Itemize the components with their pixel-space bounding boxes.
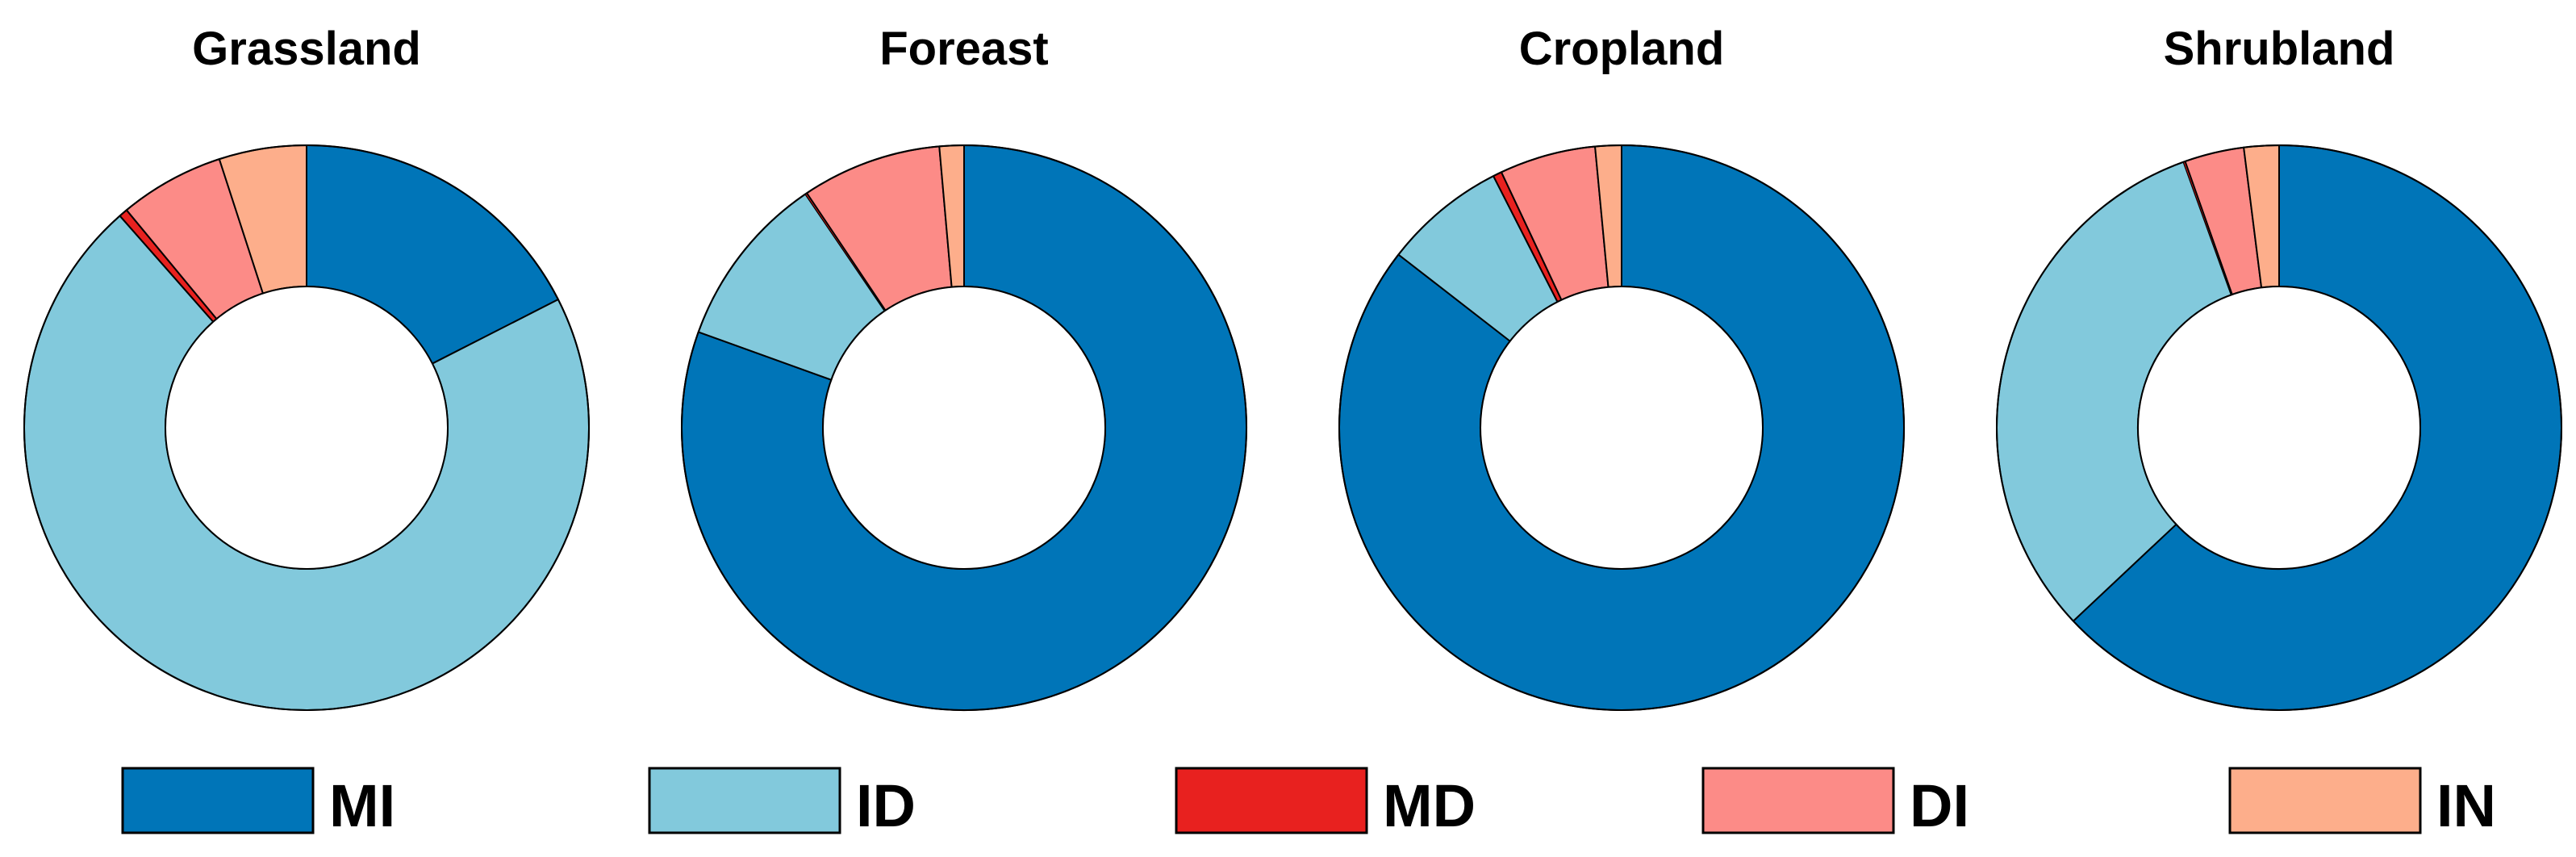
legend-swatch-mi	[121, 767, 315, 834]
donut-outer-ring-shrubland	[1996, 144, 2562, 711]
donut-outer-ring-foreast	[681, 144, 1247, 711]
legend-item-id: ID	[648, 767, 916, 839]
legend-label-id: ID	[856, 772, 916, 839]
donut-hole-shrubland	[2137, 286, 2421, 570]
chart-title-foreast: Foreast	[879, 23, 1049, 75]
legend-label-md: MD	[1383, 772, 1476, 839]
legend-label-di: DI	[1910, 772, 1969, 839]
legend-item-mi: MI	[121, 767, 395, 839]
donut-chart-cropland: Cropland	[1338, 23, 1905, 711]
legend: MI ID MD DI IN	[121, 767, 2496, 839]
legend-swatch-id	[648, 767, 841, 834]
donut-chart-grassland: Grassland	[23, 23, 590, 711]
legend-item-di: DI	[1701, 767, 1969, 839]
donut-hole-cropland	[1480, 286, 1764, 570]
legend-item-in: IN	[2228, 767, 2496, 839]
donut-chart-foreast: Foreast	[681, 23, 1247, 711]
chart-title-cropland: Cropland	[1519, 23, 1725, 75]
donut-outer-ring-cropland	[1338, 144, 1905, 711]
chart-title-grassland: Grassland	[192, 23, 421, 75]
donut-chart-shrubland: Shrubland	[1996, 23, 2562, 711]
donut-hole-grassland	[165, 286, 449, 570]
donut-charts: Grassland Foreast Cropland Shrubland	[23, 23, 2562, 711]
legend-item-md: MD	[1175, 767, 1476, 839]
legend-swatch-md	[1175, 767, 1368, 834]
legend-label-in: IN	[2436, 772, 2496, 839]
legend-label-mi: MI	[329, 772, 395, 839]
chart-title-shrubland: Shrubland	[2164, 23, 2395, 75]
donut-hole-foreast	[822, 286, 1106, 570]
legend-swatch-in	[2228, 767, 2422, 834]
donut-outer-ring-grassland	[23, 144, 590, 711]
legend-swatch-di	[1701, 767, 1895, 834]
